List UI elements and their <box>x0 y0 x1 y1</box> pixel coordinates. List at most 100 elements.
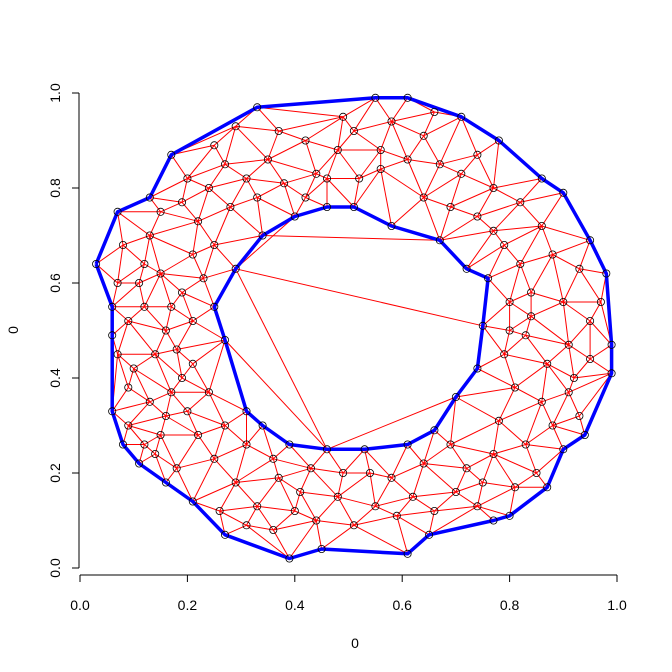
data-point <box>527 312 536 321</box>
data-point <box>156 207 165 216</box>
triangulation-edge <box>482 453 494 483</box>
triangulation-edge <box>589 320 612 346</box>
data-point <box>274 473 283 482</box>
triangulation-edge <box>342 448 365 474</box>
triangulation-edge <box>133 353 156 369</box>
triangulation-edge <box>439 154 478 165</box>
triangulation-edge <box>305 140 317 174</box>
triangulation-edge <box>391 477 414 498</box>
triangulation-edge <box>305 140 338 151</box>
data-point <box>543 483 552 492</box>
triangulation-edge <box>214 235 263 246</box>
triangulation-edge <box>391 121 409 160</box>
triangulation-edge <box>391 111 435 122</box>
triangulation-edge <box>504 353 548 365</box>
triangulation-edge <box>235 477 279 483</box>
triangulation-edge <box>305 173 317 198</box>
triangulation-edge <box>326 449 344 474</box>
triangulation-edge <box>477 353 505 369</box>
data-point <box>505 511 514 520</box>
triangulation-edge <box>192 221 199 255</box>
data-point <box>355 174 364 183</box>
data-point <box>430 108 439 117</box>
data-point <box>108 302 117 311</box>
data-point <box>151 350 160 359</box>
triangulation-edge <box>149 197 161 213</box>
triangulation-edge <box>493 140 500 189</box>
data-point <box>403 155 412 164</box>
triangulation-edge <box>299 491 317 521</box>
data-point <box>392 511 401 520</box>
triangulation-edge <box>181 201 199 222</box>
triangulation-edge <box>461 173 494 189</box>
triangulation-edge <box>391 121 424 137</box>
triangulation-edge <box>224 425 247 445</box>
triangulation-edge <box>235 125 269 160</box>
triangulation-edge <box>111 387 129 412</box>
triangulation-edge <box>326 178 355 208</box>
triangulation-edge <box>310 467 344 474</box>
triangulation-edge <box>219 510 247 526</box>
triangulation-edge <box>552 254 564 303</box>
data-point <box>333 492 342 501</box>
data-point <box>559 188 568 197</box>
triangulation-edge <box>498 420 527 445</box>
data-point <box>242 407 251 416</box>
data-point <box>258 231 267 240</box>
triangulation-edge <box>143 273 162 308</box>
data-point <box>274 127 283 136</box>
data-point <box>473 212 482 221</box>
triangulation-edge <box>476 187 494 217</box>
triangulation-edge <box>128 387 151 403</box>
triangulation-edge <box>305 178 328 198</box>
outer-boundary <box>94 96 614 561</box>
triangulation-edge <box>337 472 344 497</box>
triangulation-edge <box>170 154 188 179</box>
data-point <box>113 278 122 287</box>
triangulation-edge <box>589 358 612 374</box>
y-ticks: 0.0 0.2 0.4 0.6 0.8 1.0 <box>47 83 79 578</box>
data-point <box>135 278 144 287</box>
data-point <box>258 421 267 430</box>
data-point <box>312 516 321 525</box>
triangulation-edge <box>321 524 355 550</box>
triangulation-edge <box>267 140 306 160</box>
data-point <box>220 335 229 344</box>
triangulation-edge <box>482 482 516 488</box>
data-point <box>312 169 321 178</box>
triangulation-edge <box>122 244 145 265</box>
data-point <box>586 236 595 245</box>
triangulation-edge <box>170 391 188 412</box>
data-point <box>172 345 181 354</box>
data-point <box>301 193 310 202</box>
triangulation-edge <box>525 334 569 346</box>
triangulation-edge <box>127 425 145 445</box>
data-point <box>231 122 240 131</box>
triangulation-edge <box>160 434 178 469</box>
data-point <box>537 174 546 183</box>
triangulation-edge <box>391 444 409 479</box>
triangulation-edge <box>149 211 162 236</box>
triangulation-edge <box>112 401 150 412</box>
triangulation-edge <box>278 130 306 141</box>
triangulation-edge <box>493 187 521 203</box>
data-point <box>516 198 525 207</box>
triangulation-edge <box>262 425 274 459</box>
data-point <box>376 145 385 154</box>
data-point <box>333 145 342 154</box>
triangulation-edge <box>192 339 226 365</box>
data-point <box>505 326 514 335</box>
data-point <box>548 250 557 259</box>
data-point <box>177 288 186 297</box>
triangulation-edge <box>579 372 612 417</box>
data-point <box>586 354 595 363</box>
data-point <box>510 483 519 492</box>
triangulation-edge <box>181 292 194 322</box>
data-point <box>521 331 530 340</box>
triangulation-edge <box>541 401 554 426</box>
triangulation-edge <box>562 301 570 345</box>
triangulation-edge <box>530 301 564 317</box>
triangulation-edge <box>450 187 494 208</box>
data-point <box>199 274 208 283</box>
triangulation-edge <box>310 448 328 469</box>
